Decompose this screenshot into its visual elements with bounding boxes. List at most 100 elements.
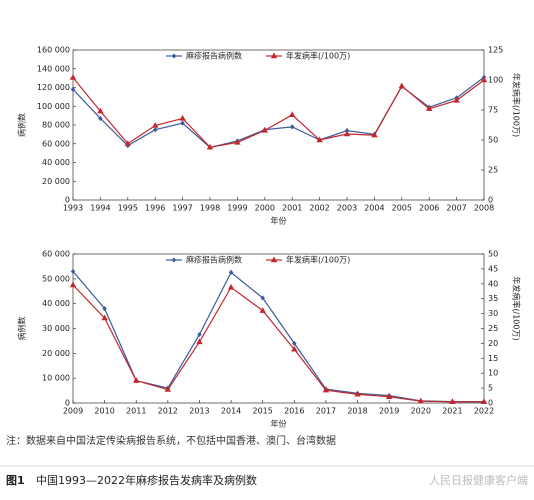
y2-tick-label: 15 — [488, 354, 498, 363]
y2-tick-label: 125 — [488, 46, 503, 55]
x-tick-label: 2019 — [379, 407, 399, 416]
data-point — [426, 105, 433, 111]
note: 注：数据来自中国法定传染病报告系统，不包括中国香港、澳门、台湾数据 — [6, 434, 336, 447]
series-line — [72, 77, 485, 148]
data-point — [70, 86, 76, 92]
x-axis-label: 年份 — [271, 419, 287, 429]
x-tick-label: 2005 — [392, 204, 412, 213]
y2-tick-label: 30 — [488, 309, 498, 318]
y-tick-label: 10 000 — [42, 374, 70, 383]
y-tick-label: 30 000 — [42, 324, 70, 333]
x-tick-label: 2008 — [474, 204, 494, 213]
data-point — [453, 96, 460, 103]
y2-tick-label: 10 — [488, 369, 498, 378]
data-point — [153, 127, 158, 133]
y-tick-label: 60 000 — [42, 250, 70, 259]
y2-tick-label: 50 — [488, 250, 498, 259]
x-tick-label: 2022 — [474, 407, 494, 416]
y2-tick-label: 25 — [488, 324, 498, 333]
y-tick-label: 40 000 — [42, 299, 70, 308]
data-point — [196, 338, 203, 345]
y-tick-label: 0 — [65, 196, 70, 205]
data-point — [322, 386, 330, 393]
x-tick-label: 2000 — [255, 204, 275, 213]
data-point — [164, 386, 172, 392]
y2-tick-label: 5 — [488, 384, 493, 393]
x-axis-label: 年份 — [271, 216, 287, 226]
data-point — [290, 124, 295, 130]
y2-tick-label: 0 — [488, 196, 493, 205]
y-tick-label: 80 000 — [42, 121, 70, 130]
data-point — [179, 114, 186, 121]
data-point — [398, 82, 405, 89]
y2-tick-label: 50 — [488, 136, 498, 145]
caption-text: 中国1993—2022年麻疹报告发病率及病例数 — [36, 473, 257, 487]
data-point — [133, 377, 140, 383]
data-point — [259, 307, 266, 313]
y2-tick-label: 40 — [488, 279, 498, 288]
x-tick-label: 2016 — [284, 407, 304, 416]
data-point — [343, 130, 351, 137]
data-point — [124, 140, 131, 146]
x-tick-label: 1997 — [172, 204, 192, 213]
data-point — [289, 111, 296, 117]
y-tick-label: 140 000 — [37, 64, 70, 73]
data-point — [417, 397, 424, 404]
data-point — [371, 131, 378, 138]
x-tick-label: 1995 — [118, 204, 138, 213]
x-tick-label: 2009 — [63, 407, 83, 416]
data-point — [228, 269, 234, 275]
x-tick-label: 2001 — [282, 204, 302, 213]
caption-label: 图1 — [6, 474, 25, 487]
x-tick-label: 2011 — [126, 407, 146, 416]
data-point — [152, 122, 159, 128]
y-tick-label: 60 000 — [42, 139, 70, 148]
x-tick-label: 2014 — [221, 407, 241, 416]
data-point — [101, 314, 108, 321]
data-point — [180, 120, 185, 126]
x-tick-label: 2020 — [411, 407, 431, 416]
y-tick-label: 50 000 — [42, 274, 70, 283]
y2-tick-label: 35 — [488, 294, 498, 303]
x-tick-label: 2017 — [316, 407, 336, 416]
data-point — [227, 283, 235, 290]
x-tick-label: 1993 — [63, 204, 83, 213]
y2-tick-label: 75 — [488, 106, 498, 115]
x-tick-label: 2006 — [419, 204, 439, 213]
x-tick-label: 2007 — [446, 204, 466, 213]
data-point — [480, 398, 488, 405]
data-point — [70, 268, 76, 274]
data-point — [97, 107, 104, 114]
x-tick-label: 2018 — [347, 407, 367, 416]
series-line — [72, 284, 484, 403]
y2-axis-label: 年发病率(/100万) — [512, 276, 522, 340]
data-point — [260, 295, 265, 301]
data-point — [102, 306, 107, 312]
x-tick-label: 2010 — [94, 407, 114, 416]
x-tick-label: 2021 — [442, 407, 462, 416]
y-tick-label: 40 000 — [42, 158, 70, 167]
y-axis-label: 病例数 — [17, 113, 27, 137]
x-tick-label: 2013 — [189, 407, 209, 416]
watermark: 人民日报健康客户端 — [429, 473, 528, 487]
data-point — [292, 340, 297, 346]
x-tick-label: 1996 — [145, 204, 165, 213]
legend-marker — [270, 52, 278, 59]
x-tick-label: 1998 — [200, 204, 220, 213]
x-tick-label: 2015 — [253, 407, 273, 416]
y-tick-label: 0 — [65, 399, 70, 408]
y-tick-label: 160 000 — [37, 46, 70, 55]
y-tick-label: 20 000 — [42, 177, 70, 186]
x-tick-label: 2002 — [309, 204, 329, 213]
data-point — [261, 126, 268, 133]
data-point — [354, 390, 361, 397]
legend-marker — [270, 256, 278, 263]
data-point — [69, 281, 77, 288]
y-tick-label: 100 000 — [37, 102, 70, 111]
data-point — [291, 345, 298, 352]
y-tick-label: 20 000 — [42, 349, 70, 358]
legend-label: 年发病率(/100万) — [286, 255, 350, 265]
x-tick-label: 2012 — [158, 407, 178, 416]
